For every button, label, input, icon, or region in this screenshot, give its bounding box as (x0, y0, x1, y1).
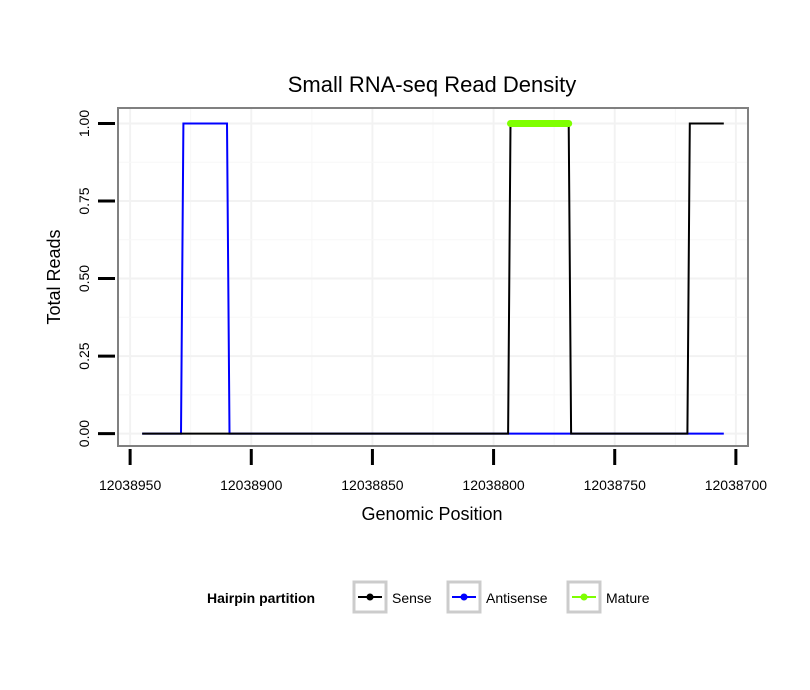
x-axis-title: Genomic Position (361, 504, 502, 524)
x-tick-label: 12038750 (584, 477, 647, 493)
grid (118, 108, 748, 446)
y-tick-label: 0.25 (76, 342, 92, 369)
plot-panel-border (117, 107, 749, 447)
x-tick-label: 12038700 (705, 477, 768, 493)
legend-key-point (366, 593, 374, 601)
legend-label: Sense (392, 590, 432, 606)
x-axis: 12038950 12038900 12038850 12038800 12038750… (99, 449, 767, 493)
x-tick-label: 12038900 (220, 477, 283, 493)
x-tick-label: 12038850 (341, 477, 404, 493)
series-line-sense (142, 122, 724, 435)
legend-title: Hairpin partition (207, 590, 315, 606)
x-tick-label: 12038800 (462, 477, 525, 493)
legend-entry-sense: Sense (352, 580, 432, 614)
legend: Hairpin partition Sense Antisense Mature (207, 580, 650, 614)
y-tick-label: 0.50 (76, 265, 92, 292)
legend-label: Mature (606, 590, 650, 606)
legend-entry-mature: Mature (566, 580, 650, 614)
y-tick-label: 0.00 (76, 420, 92, 447)
legend-label: Antisense (486, 590, 548, 606)
legend-key-point (580, 593, 588, 601)
x-tick-label: 12038950 (99, 477, 162, 493)
legend-key-point (460, 593, 468, 601)
y-tick-label: 0.75 (76, 187, 92, 214)
y-axis-title: Total Reads (44, 229, 64, 324)
y-axis: 0.00 0.25 0.50 0.75 1.00 (76, 110, 115, 447)
chart-title: Small RNA-seq Read Density (288, 72, 577, 97)
series-layer (142, 120, 724, 435)
y-tick-label: 1.00 (76, 110, 92, 137)
legend-entry-antisense: Antisense (446, 580, 548, 614)
